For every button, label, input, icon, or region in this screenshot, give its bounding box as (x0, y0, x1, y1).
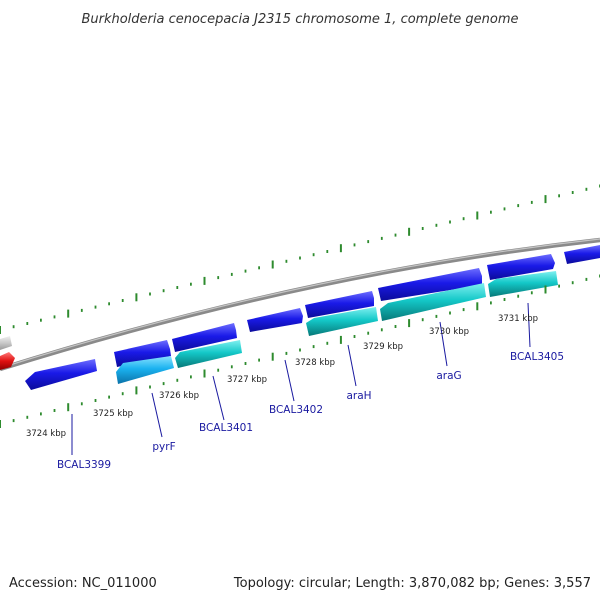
scale-labels: 3724 kbp 3725 kbp 3726 kbp 3727 kbp 3728… (26, 314, 538, 439)
gene-blue-7 (564, 245, 600, 264)
scale-label-3730: 3730 kbp (429, 327, 469, 337)
gene-label-bcal3401[interactable]: BCAL3401 (199, 422, 253, 434)
leader-bcal3405 (527, 302, 531, 348)
gene-blue-4 (305, 291, 374, 318)
genome-summary-text: Topology: circular; Length: 3,870,082 bp… (233, 576, 591, 591)
upper-tick-track (0, 184, 600, 334)
leader-bcal3401 (212, 375, 225, 421)
gene-cyan-bcal3401 (175, 340, 242, 368)
chromosome-backbone (0, 237, 600, 372)
leader-bcal3402 (284, 359, 295, 402)
label-leader-lines (71, 302, 531, 455)
scale-label-3726: 3726 kbp (159, 391, 199, 401)
gene-grey-partial (0, 336, 12, 350)
leader-pyrf (151, 392, 163, 438)
gene-label-arah[interactable]: araH (346, 390, 371, 402)
leader-arag (439, 321, 448, 367)
gene-label-bcal3402[interactable]: BCAL3402 (269, 404, 323, 416)
gene-blue-2 (172, 323, 237, 352)
accession-text: Accession: NC_011000 (9, 576, 157, 591)
gene-label-bcal3399[interactable]: BCAL3399 (57, 459, 111, 471)
gene-blue-3 (247, 308, 303, 332)
gene-cyan-arah (306, 307, 378, 336)
gene-blue-5 (378, 268, 482, 301)
gene-lightblue-pyrf (116, 356, 174, 384)
gene-blue-bcal3399 (25, 359, 97, 390)
scale-label-3728: 3728 kbp (295, 358, 335, 368)
leader-arah (347, 344, 357, 387)
gene-label-pyrf[interactable]: pyrF (152, 441, 175, 453)
scale-label-3725: 3725 kbp (93, 409, 133, 419)
gene-blue-1 (114, 340, 171, 367)
gene-label-bcal3405[interactable]: BCAL3405 (510, 351, 564, 363)
gene-blue-6 (487, 254, 555, 280)
scale-label-3724: 3724 kbp (26, 429, 66, 439)
gene-cyan-arag (380, 283, 486, 321)
scale-label-3727: 3727 kbp (227, 375, 267, 385)
gene-red-partial (0, 352, 15, 370)
chromosome-backbone-highlight (0, 238, 600, 369)
forward-strand-genes (0, 245, 600, 367)
gene-labels: BCAL3399 pyrF BCAL3401 BCAL3402 araH ara… (57, 351, 564, 471)
scale-label-3731: 3731 kbp (498, 314, 538, 324)
scale-label-3729: 3729 kbp (363, 342, 403, 352)
gene-label-arag[interactable]: araG (436, 370, 461, 382)
lower-tick-track (0, 274, 600, 428)
reverse-strand-genes (0, 271, 558, 390)
map-title: Burkholderia cenocepacia J2315 chromosom… (81, 12, 518, 27)
gene-cyan-bcal3405 (488, 271, 558, 297)
